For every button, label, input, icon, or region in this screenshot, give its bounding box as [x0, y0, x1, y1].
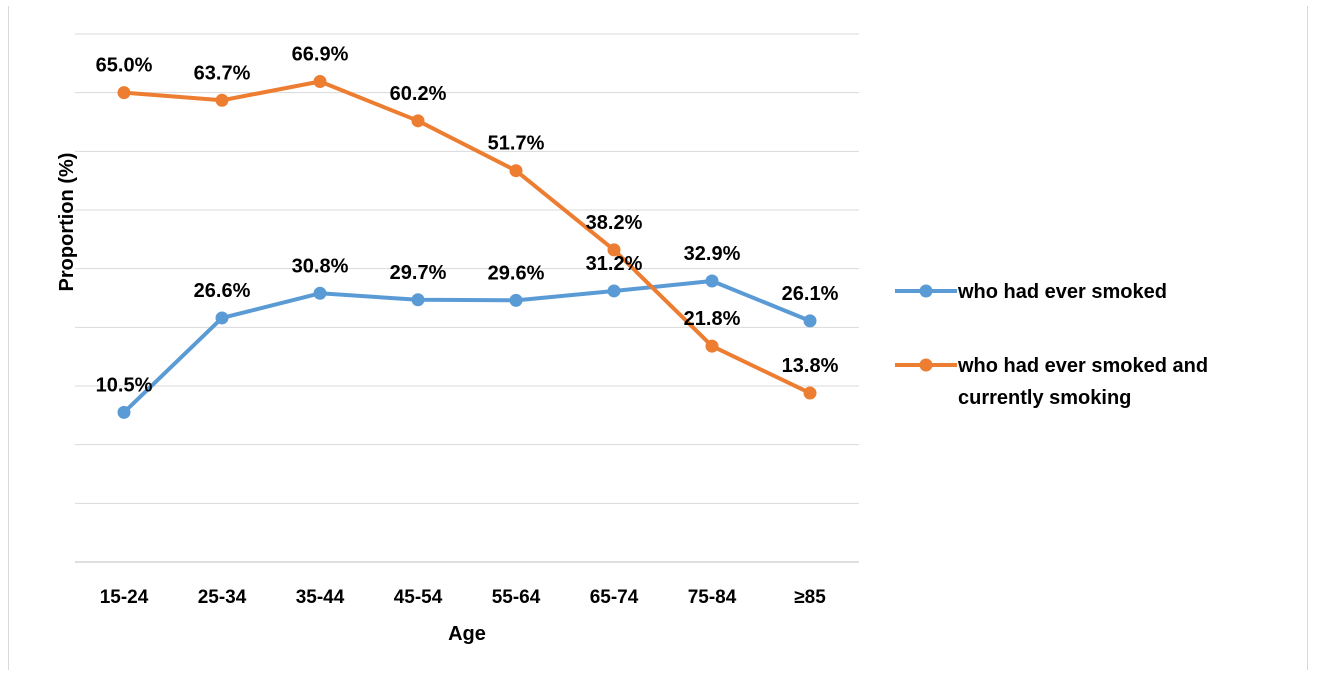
- x-tick-label: 65-74: [590, 587, 639, 608]
- data-point-2: [215, 93, 229, 107]
- data-label: 65.0%: [96, 55, 153, 77]
- data-points: [117, 75, 817, 419]
- legend-marker: [919, 284, 933, 298]
- data-label: 29.6%: [488, 262, 545, 284]
- data-point-1: [803, 314, 817, 328]
- data-point-1: [117, 405, 131, 419]
- data-label: 31.2%: [586, 253, 643, 275]
- data-label: 30.8%: [292, 255, 349, 277]
- data-label: 29.7%: [390, 262, 447, 284]
- x-axis-ticks: 15-24 25-34 35-44 45-54 55-64 65-74 75-84 ≥85: [100, 587, 827, 608]
- data-point-2: [117, 86, 131, 100]
- data-point-2: [803, 386, 817, 400]
- x-tick-label: ≥85: [794, 587, 826, 608]
- data-point-2: [313, 75, 327, 89]
- data-label: 63.7%: [194, 62, 251, 84]
- data-point-1: [607, 284, 621, 298]
- legend-marker: [919, 358, 933, 372]
- legend-label-line: currently smoking: [958, 387, 1131, 409]
- gridlines: [75, 33, 859, 563]
- data-label: 38.2%: [586, 212, 643, 234]
- data-label: 13.8%: [782, 355, 839, 377]
- data-point-1: [215, 311, 229, 325]
- data-label: 60.2%: [390, 83, 447, 105]
- x-tick-label: 55-64: [492, 587, 541, 608]
- legend-label: who had ever smoked: [957, 281, 1167, 303]
- x-axis-title: Age: [448, 623, 486, 645]
- series-lines: [122, 79, 811, 414]
- data-labels: 10.5% 26.6% 30.8% 29.7% 29.6% 31.2% 32.9% 26.1%…: [96, 44, 839, 397]
- x-tick-label: 25-34: [198, 587, 247, 608]
- data-point-2: [705, 339, 719, 353]
- data-label: 10.5%: [96, 374, 153, 396]
- data-label: 21.8%: [684, 308, 741, 330]
- data-label: 26.1%: [782, 283, 839, 305]
- data-label: 26.6%: [194, 280, 251, 302]
- legend-label-line: who had ever smoked and: [957, 355, 1208, 377]
- data-point-1: [705, 274, 719, 288]
- series-line-2: [123, 79, 811, 395]
- data-point-1: [509, 293, 523, 307]
- legend: who had ever smoked who had ever smoked a…: [895, 281, 1208, 409]
- data-point-2: [607, 243, 621, 257]
- x-tick-label: 35-44: [296, 587, 345, 608]
- data-label: 66.9%: [292, 44, 349, 66]
- x-tick-label: 45-54: [394, 587, 443, 608]
- x-tick-label: 15-24: [100, 587, 149, 608]
- series-line-1: [122, 278, 811, 414]
- legend-label-line: who had ever smoked: [957, 281, 1167, 303]
- chart-frame: [8, 6, 1308, 670]
- data-point-2: [509, 164, 523, 178]
- data-label: 51.7%: [488, 133, 545, 155]
- data-point-1: [411, 293, 425, 307]
- data-label: 32.9%: [684, 243, 741, 265]
- x-tick-label: 75-84: [688, 587, 737, 608]
- y-axis-title: Proportion (%): [56, 153, 78, 292]
- data-point-1: [313, 286, 327, 300]
- legend-label: who had ever smoked and currently smoking: [957, 355, 1208, 409]
- data-point-2: [411, 114, 425, 128]
